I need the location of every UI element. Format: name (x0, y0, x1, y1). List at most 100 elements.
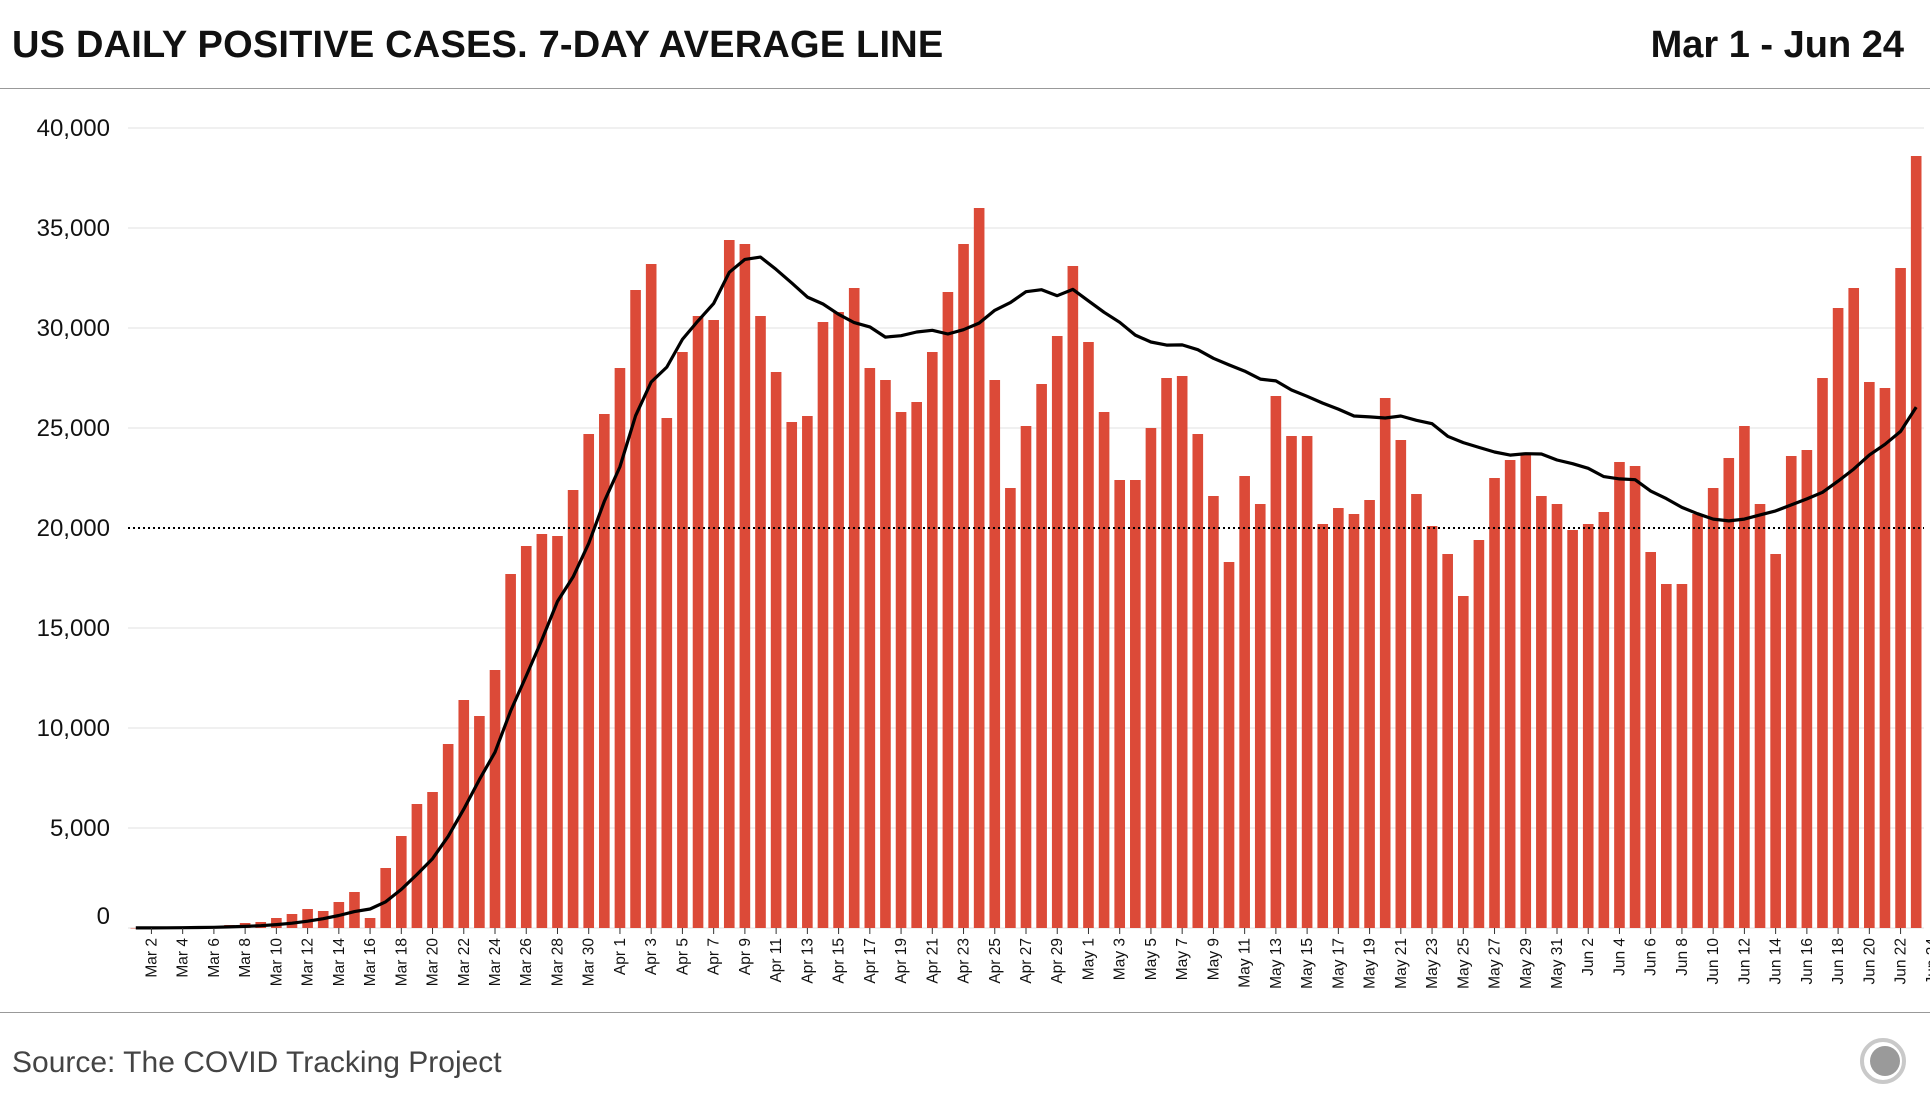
case-bar (1567, 530, 1578, 928)
case-bar (1723, 458, 1735, 928)
case-bar (1083, 342, 1094, 928)
case-bar (1848, 288, 1860, 928)
case-bar (1286, 436, 1297, 928)
x-tick-label: May 1 (1081, 938, 1098, 980)
x-tick-label: Mar 14 (331, 938, 348, 987)
case-bar (848, 288, 860, 928)
case-bar (1879, 388, 1891, 928)
case-bar (1582, 524, 1594, 928)
x-tick-label: Jun 10 (1705, 938, 1722, 985)
case-bar (895, 412, 907, 928)
y-tick-label: 30,000 (37, 315, 110, 342)
x-tick-label: Mar 4 (175, 938, 192, 978)
y-tick-label: 40,000 (37, 115, 110, 142)
case-bar (1161, 378, 1172, 928)
case-bar (1301, 436, 1313, 928)
x-tick-label: Mar 22 (456, 938, 473, 986)
y-tick-label: 5,000 (50, 815, 110, 842)
case-bar (1676, 584, 1688, 928)
case-bar (1051, 336, 1063, 928)
x-tick-label: Apr 1 (612, 938, 629, 975)
case-bar (411, 804, 423, 928)
case-bar (1395, 440, 1407, 928)
case-bar (1832, 308, 1844, 928)
case-bar (1473, 540, 1485, 928)
case-bar (645, 264, 657, 928)
case-bar (1645, 552, 1657, 928)
x-tick-label: May 3 (1112, 938, 1129, 980)
header-divider (0, 88, 1930, 89)
x-tick-label: Mar 16 (362, 938, 379, 986)
x-tick-label: Mar 2 (143, 938, 160, 978)
case-bar (1739, 426, 1750, 928)
x-tick-label: May 7 (1174, 938, 1191, 980)
covid-tracking-logo-icon (1860, 1038, 1906, 1084)
case-bar (1411, 494, 1422, 928)
y-tick-label: 25,000 (37, 415, 110, 442)
case-bar (1098, 412, 1110, 928)
x-tick-label: May 27 (1487, 938, 1504, 989)
case-bar (770, 372, 782, 928)
case-bar (989, 380, 1001, 928)
chart-title: US DAILY POSITIVE CASES. 7-DAY AVERAGE L… (12, 24, 944, 66)
case-bar (302, 909, 313, 928)
x-tick-label: May 9 (1205, 938, 1222, 980)
case-bar (1785, 456, 1797, 928)
x-tick-label: Mar 12 (300, 938, 317, 986)
x-tick-label: Apr 5 (674, 938, 691, 975)
case-bar (1629, 466, 1641, 928)
case-bar (880, 380, 891, 928)
case-bar (630, 290, 641, 928)
x-tick-label: Jun 12 (1736, 938, 1753, 985)
date-range: Mar 1 - Jun 24 (1650, 24, 1904, 66)
case-bar (1801, 450, 1813, 928)
x-tick-label: Apr 23 (956, 938, 973, 984)
case-bar (661, 418, 673, 928)
case-bar (1692, 514, 1703, 928)
case-bar (1817, 378, 1828, 928)
x-tick-label: Jun 18 (1830, 938, 1847, 985)
case-bar (552, 536, 563, 928)
case-bar (614, 368, 626, 928)
case-bar (1457, 596, 1469, 928)
case-bar (1114, 480, 1126, 928)
x-tick-label: May 31 (1549, 938, 1566, 989)
case-bar (1598, 512, 1610, 928)
case-bar (1536, 496, 1547, 928)
x-tick-label: Apr 7 (706, 938, 723, 975)
x-tick-label: Apr 29 (1049, 938, 1066, 984)
x-tick-label: Mar 8 (237, 938, 254, 978)
x-tick-label: Apr 21 (924, 938, 941, 984)
x-tick-label: May 13 (1268, 938, 1285, 989)
case-bar (1707, 488, 1719, 928)
x-tick-label: Apr 9 (737, 938, 754, 975)
case-bar (1005, 488, 1016, 928)
case-bar (833, 312, 844, 928)
x-tick-label: Mar 26 (518, 938, 535, 986)
case-bar (1364, 500, 1375, 928)
x-tick-label: May 25 (1455, 938, 1472, 989)
case-bar (599, 414, 610, 928)
x-tick-label: Jun 2 (1580, 938, 1597, 976)
x-tick-label: Mar 20 (425, 938, 442, 987)
case-bar (1067, 266, 1079, 928)
case-bar (1130, 480, 1141, 928)
case-bar (802, 416, 813, 928)
x-tick-label: Apr 11 (768, 938, 785, 983)
case-bar (755, 316, 766, 928)
case-bar (1770, 554, 1781, 928)
y-tick-label: 15,000 (37, 615, 110, 642)
x-tick-label: Apr 15 (831, 938, 848, 984)
x-tick-label: Mar 6 (206, 938, 223, 978)
case-bar (1520, 454, 1532, 928)
case-bar (395, 836, 407, 928)
case-bar (520, 546, 532, 928)
case-bar (1864, 382, 1875, 928)
case-bar (708, 320, 719, 928)
x-tick-label: Apr 3 (643, 938, 660, 975)
case-bar (1317, 524, 1329, 928)
case-bar (1239, 476, 1250, 928)
case-bar (1910, 156, 1922, 928)
x-tick-label: Mar 30 (581, 938, 598, 987)
x-tick-label: May 19 (1362, 938, 1379, 989)
